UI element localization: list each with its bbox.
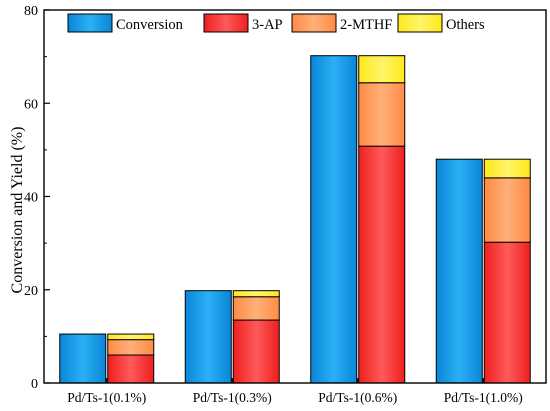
- axes-layer: Pd/Ts-1(0.1%) Pd/Ts-1(0.3%) Pd/Ts-1(0.6%) P…: [24, 4, 547, 405]
- legend-label-3-ap: 3-AP: [252, 17, 283, 33]
- bar-others-pd-ts-1-0-6: [358, 55, 406, 84]
- x-tick-label-pd-ts-1-1-0: Pd/Ts-1(1.0%): [444, 390, 523, 405]
- x-tick-label-pd-ts-1-0-6: Pd/Ts-1(0.6%): [318, 390, 397, 405]
- legend-swatch-conversion: [67, 13, 113, 33]
- legend-label-others: Others: [446, 17, 485, 33]
- bar-others-pd-ts-1-0-1: [107, 333, 155, 341]
- bar-3-ap-pd-ts-1-0-3: [232, 319, 280, 384]
- bar-conversion-pd-ts-1-1-0: [435, 158, 483, 384]
- y-tick-label-0: 0: [31, 377, 38, 392]
- bar-3-ap-pd-ts-1-1-0: [483, 241, 531, 384]
- legend: Conversion 3-AP 2-MTHF Others: [67, 13, 485, 33]
- legend-swatch-3-ap: [203, 13, 249, 33]
- y-tick-label-40: 40: [24, 191, 38, 206]
- bar-3-ap-pd-ts-1-0-1: [107, 354, 155, 384]
- x-tick-label-pd-ts-1-0-3: Pd/Ts-1(0.3%): [193, 390, 272, 405]
- bar-2-mthf-pd-ts-1-1-0: [483, 177, 531, 243]
- y-tick-label-60: 60: [24, 97, 38, 112]
- y-axis-title: Conversion and Yield (%): [9, 127, 26, 294]
- bar-2-mthf-pd-ts-1-0-3: [232, 296, 280, 321]
- bar-others-pd-ts-1-1-0: [483, 158, 531, 179]
- legend-label-conversion: Conversion: [116, 17, 184, 33]
- bar-conversion-pd-ts-1-0-1: [59, 333, 107, 384]
- legend-swatch-others: [397, 13, 443, 33]
- bar-3-ap-pd-ts-1-0-6: [358, 145, 406, 384]
- bar-conversion-pd-ts-1-0-3: [184, 290, 232, 384]
- bar-2-mthf-pd-ts-1-0-6: [358, 82, 406, 147]
- legend-swatch-2-mthf: [291, 13, 337, 33]
- legend-label-2-mthf: 2-MTHF: [340, 17, 392, 33]
- bar-2-mthf-pd-ts-1-0-1: [107, 339, 155, 356]
- bars-layer: [59, 55, 531, 384]
- y-tick-label-20: 20: [24, 284, 38, 299]
- x-tick-label-pd-ts-1-0-1: Pd/Ts-1(0.1%): [67, 390, 146, 405]
- bar-conversion-pd-ts-1-0-6: [310, 55, 358, 384]
- y-tick-label-80: 80: [24, 4, 38, 19]
- bar-others-pd-ts-1-0-3: [232, 290, 280, 298]
